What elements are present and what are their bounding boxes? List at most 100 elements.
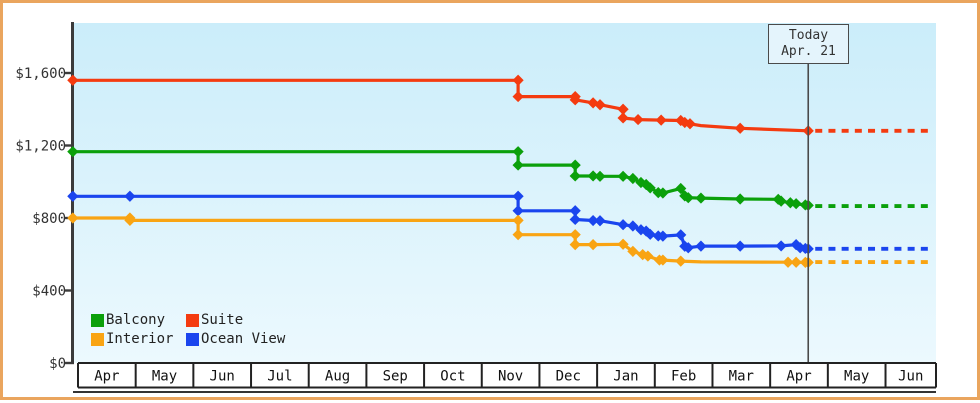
series-marker-balcony (594, 170, 606, 182)
today-flag: Today Apr. 21 (768, 24, 849, 64)
series-marker-ocean-view (67, 190, 79, 202)
series-marker-suite (679, 116, 691, 129)
series-marker-balcony (617, 170, 629, 182)
series-marker-ocean-view (734, 240, 746, 252)
legend-swatch-icon (186, 332, 199, 346)
month-label: Jul (267, 369, 292, 385)
month-label: Apr (94, 369, 119, 385)
month-label: Jan (613, 369, 638, 385)
series-marker-suite (594, 99, 606, 111)
series-marker-ocean-view (569, 205, 581, 217)
series-marker-balcony (695, 192, 707, 204)
series-marker-suite (655, 114, 667, 126)
series-marker-ocean-view (569, 213, 581, 226)
series-marker-balcony (67, 146, 79, 158)
series-marker-balcony (775, 195, 787, 207)
legend-label: Suite (201, 312, 244, 328)
month-label: Mar (729, 369, 754, 385)
y-tick-label: $400 (32, 284, 66, 300)
series-marker-interior (67, 212, 79, 224)
y-tick-label: $1,600 (15, 66, 66, 82)
series-marker-balcony (635, 176, 647, 189)
series-marker-ocean-view (594, 215, 606, 227)
series-marker-ocean-view (657, 230, 669, 242)
series-marker-ocean-view (682, 242, 694, 254)
series-marker-interior (587, 239, 599, 251)
legend-item-ocean-view: Ocean View (186, 331, 286, 347)
series-marker-suite (684, 118, 696, 130)
series-marker-balcony (790, 198, 802, 210)
price-history-chart: $0 $400 $800 $1,200 $1,600 Apr May Jun Jul Aug Sep… (15, 22, 937, 393)
series-marker-interior (512, 214, 524, 226)
series-marker-ocean-view (635, 224, 647, 236)
series-marker-interior (569, 229, 581, 241)
series-marker-interior (617, 238, 629, 250)
series-marker-ocean-view (124, 190, 136, 202)
month-label: Sep (383, 369, 408, 385)
series-marker-balcony (569, 159, 581, 171)
series-marker-interior (569, 239, 581, 251)
series-marker-suite (617, 112, 629, 124)
series-marker-interior (657, 254, 669, 266)
series-marker-suite (632, 113, 644, 126)
series-marker-balcony (682, 192, 694, 204)
y-tick-label: $1,200 (15, 139, 66, 155)
series-marker-balcony (627, 172, 639, 185)
series-marker-balcony (657, 187, 669, 199)
month-label: May (152, 369, 177, 385)
month-label: Jun (898, 369, 923, 385)
series-marker-balcony (734, 193, 746, 205)
series-marker-suite (617, 103, 629, 115)
today-flag-title: Today (788, 28, 829, 43)
series-marker-ocean-view (512, 205, 524, 217)
month-label: Nov (498, 369, 523, 385)
series-marker-interior (675, 255, 687, 267)
legend-swatch-icon (186, 313, 199, 327)
legend-label: Ocean View (201, 331, 286, 347)
series-marker-interior (124, 214, 136, 226)
series-marker-interior (790, 256, 802, 268)
series-marker-balcony (675, 182, 687, 195)
series-marker-suite (512, 74, 524, 86)
series-marker-suite (569, 94, 581, 106)
month-label: Jun (210, 369, 235, 385)
month-label: Feb (671, 369, 696, 385)
series-marker-balcony (512, 146, 524, 158)
series-marker-balcony (569, 170, 581, 182)
series-marker-interior (627, 245, 639, 257)
series-marker-ocean-view (644, 228, 656, 240)
series-marker-suite (67, 74, 79, 86)
month-label: May (844, 369, 869, 385)
series-marker-balcony (587, 170, 599, 182)
series-marker-interior (642, 250, 654, 262)
legend-item-balcony: Balcony (91, 312, 186, 328)
series-marker-interior (512, 229, 524, 241)
series-marker-suite (734, 122, 746, 134)
series-marker-suite (675, 114, 687, 127)
legend-label: Balcony (106, 312, 166, 328)
y-tick-label: $0 (49, 356, 66, 372)
series-marker-ocean-view (587, 214, 599, 227)
series-marker-ocean-view (775, 240, 787, 252)
series-marker-balcony (644, 182, 656, 194)
month-label: Aug (325, 369, 350, 385)
series-marker-ocean-view (512, 190, 524, 202)
series-marker-suite (587, 97, 599, 109)
series-marker-ocean-view (617, 219, 629, 231)
series-marker-interior (782, 256, 794, 268)
series-marker-balcony (512, 159, 524, 171)
legend-item-interior: Interior (91, 331, 186, 347)
legend-label: Interior (106, 331, 174, 347)
series-marker-ocean-view (695, 240, 707, 252)
series-marker-ocean-view (675, 229, 687, 241)
month-label: Oct (440, 369, 465, 385)
month-label: Apr (786, 369, 811, 385)
y-tick-label: $800 (32, 211, 66, 227)
series-marker-suite (512, 90, 524, 103)
legend-swatch-icon (91, 313, 104, 327)
today-flag-date: Apr. 21 (781, 44, 836, 59)
series-marker-ocean-view (627, 220, 639, 232)
legend: Balcony Suite Interior Ocean View (91, 312, 286, 347)
month-label: Dec (556, 369, 581, 385)
